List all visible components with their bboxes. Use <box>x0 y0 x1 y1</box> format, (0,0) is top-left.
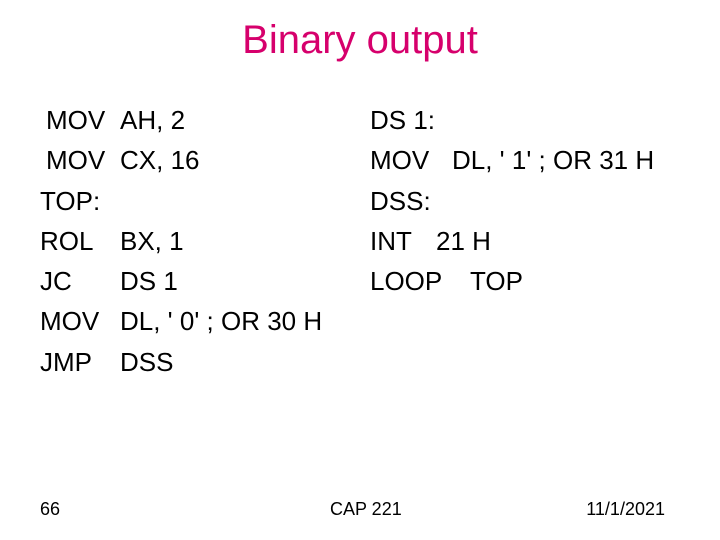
operand: BX, 1 <box>120 221 370 261</box>
code-row: MOV AH, 2 DS 1: <box>40 100 690 140</box>
mnemonic: JC <box>40 261 120 301</box>
operand: DS 1 <box>120 261 370 301</box>
mnemonic: DSS: <box>370 181 431 221</box>
operand: AH, 2 <box>120 100 370 140</box>
mnemonic: ROL <box>40 221 120 261</box>
code-row: ROL BX, 1 INT 21 H <box>40 221 690 261</box>
operand: 21 H <box>436 221 690 261</box>
code-block: MOV AH, 2 DS 1: MOV CX, 16 MOV DL, ' 1' … <box>40 100 690 382</box>
operand: CX, 16 <box>120 140 370 180</box>
code-row: TOP: DSS: <box>40 181 690 221</box>
mnemonic: TOP: <box>40 181 120 221</box>
mnemonic: MOV <box>40 140 120 180</box>
code-row: JC DS 1 LOOP TOP <box>40 261 690 301</box>
mnemonic: INT <box>370 221 436 261</box>
code-row: JMP DSS <box>40 342 690 382</box>
mnemonic: LOOP <box>370 261 470 301</box>
slide-title: Binary output <box>0 18 720 63</box>
operand <box>431 181 690 221</box>
code-row: MOV DL, ' 0' ; OR 30 H <box>40 301 690 341</box>
operand <box>370 342 690 382</box>
operand: DL, ' 1' ; OR 31 H <box>452 140 690 180</box>
operand: DSS <box>120 342 370 382</box>
operand <box>120 181 370 221</box>
mnemonic: JMP <box>40 342 120 382</box>
footer-date: 11/1/2021 <box>586 499 665 520</box>
course-code: CAP 221 <box>330 499 402 520</box>
operand <box>435 100 690 140</box>
page-number: 66 <box>40 499 60 520</box>
code-row: MOV CX, 16 MOV DL, ' 1' ; OR 31 H <box>40 140 690 180</box>
operand: TOP <box>470 261 690 301</box>
mnemonic: MOV <box>370 140 452 180</box>
mnemonic: MOV <box>40 100 120 140</box>
mnemonic: MOV <box>40 301 120 341</box>
mnemonic: DS 1: <box>370 100 435 140</box>
operand <box>370 301 690 341</box>
operand: DL, ' 0' ; OR 30 H <box>120 301 370 341</box>
